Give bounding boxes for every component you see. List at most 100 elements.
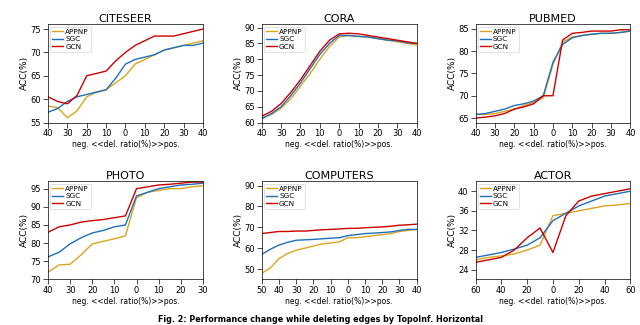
Y-axis label: ACC(%): ACC(%): [20, 56, 29, 90]
SGC: [310, 238, 317, 241]
SGC: [199, 41, 207, 45]
GCN: [199, 180, 207, 184]
APPNP: [384, 38, 392, 42]
APPNP: [189, 41, 197, 45]
APPNP: [403, 41, 411, 45]
X-axis label: neg. <<del. ratio(%)>>pos.: neg. <<del. ratio(%)>>pos.: [499, 297, 607, 306]
SGC: [549, 219, 557, 223]
GCN: [500, 111, 508, 115]
APPNP: [122, 74, 129, 78]
SGC: [335, 33, 343, 37]
GCN: [277, 101, 285, 105]
GCN: [55, 225, 63, 229]
SGC: [578, 33, 586, 37]
APPNP: [199, 184, 207, 188]
GCN: [345, 31, 353, 35]
GCN: [540, 94, 547, 98]
SGC: [277, 105, 285, 109]
APPNP: [77, 253, 85, 257]
APPNP: [266, 266, 274, 270]
SGC: [88, 231, 96, 235]
SGC: [614, 192, 621, 196]
SGC: [562, 211, 570, 215]
GCN: [44, 95, 52, 99]
GCN: [559, 38, 566, 42]
GCN: [378, 225, 386, 229]
APPNP: [374, 37, 382, 41]
GCN: [180, 32, 188, 36]
APPNP: [292, 248, 300, 252]
GCN: [403, 40, 411, 44]
SGC: [287, 94, 294, 98]
GCN: [614, 189, 621, 193]
SGC: [413, 41, 420, 45]
GCN: [99, 217, 107, 221]
SGC: [387, 230, 395, 234]
SGC: [394, 39, 401, 43]
APPNP: [83, 95, 91, 99]
GCN: [549, 94, 557, 98]
GCN: [536, 226, 544, 230]
SGC: [364, 35, 372, 39]
GCN: [353, 227, 360, 230]
APPNP: [472, 112, 479, 116]
APPNP: [413, 227, 420, 231]
GCN: [335, 227, 343, 231]
GCN: [327, 227, 335, 231]
GCN: [258, 114, 266, 118]
APPNP: [111, 237, 118, 241]
SGC: [112, 76, 120, 80]
SGC: [559, 43, 566, 46]
GCN: [575, 199, 582, 203]
GCN: [364, 33, 372, 37]
APPNP: [617, 31, 625, 34]
GCN: [199, 27, 207, 31]
Line: GCN: GCN: [262, 224, 417, 234]
APPNP: [394, 40, 401, 44]
SGC: [99, 228, 107, 232]
APPNP: [355, 34, 362, 38]
APPNP: [112, 81, 120, 85]
GCN: [132, 187, 140, 190]
Legend: APPNP, SGC, GCN: APPNP, SGC, GCN: [50, 27, 91, 52]
X-axis label: neg. <<del. ratio(%)>>pos.: neg. <<del. ratio(%)>>pos.: [285, 297, 393, 306]
SGC: [607, 31, 615, 35]
SGC: [374, 37, 382, 41]
SGC: [396, 228, 403, 232]
SGC: [275, 243, 283, 247]
APPNP: [413, 43, 420, 47]
SGC: [472, 255, 479, 259]
Line: SGC: SGC: [262, 229, 417, 254]
GCN: [170, 34, 178, 38]
SGC: [326, 41, 333, 45]
APPNP: [307, 72, 314, 75]
GCN: [318, 228, 326, 232]
Title: PUBMED: PUBMED: [529, 14, 577, 24]
GCN: [549, 251, 557, 254]
APPNP: [370, 234, 378, 238]
SGC: [520, 102, 528, 106]
SGC: [524, 243, 531, 247]
SGC: [188, 182, 196, 186]
GCN: [374, 35, 382, 39]
Line: SGC: SGC: [48, 183, 203, 257]
GCN: [361, 226, 369, 230]
SGC: [83, 93, 91, 97]
GCN: [44, 230, 52, 234]
SGC: [161, 48, 168, 52]
APPNP: [500, 110, 508, 113]
APPNP: [301, 246, 308, 250]
Line: APPNP: APPNP: [262, 35, 417, 118]
SGC: [268, 112, 275, 116]
SGC: [510, 104, 518, 108]
Legend: APPNP, SGC, GCN: APPNP, SGC, GCN: [477, 184, 518, 209]
GCN: [578, 31, 586, 34]
GCN: [150, 34, 158, 38]
APPNP: [327, 241, 335, 245]
APPNP: [88, 242, 96, 246]
SGC: [497, 251, 505, 254]
Legend: APPNP, SGC, GCN: APPNP, SGC, GCN: [477, 27, 518, 52]
SGC: [335, 236, 343, 240]
GCN: [316, 49, 324, 53]
SGC: [292, 238, 300, 242]
